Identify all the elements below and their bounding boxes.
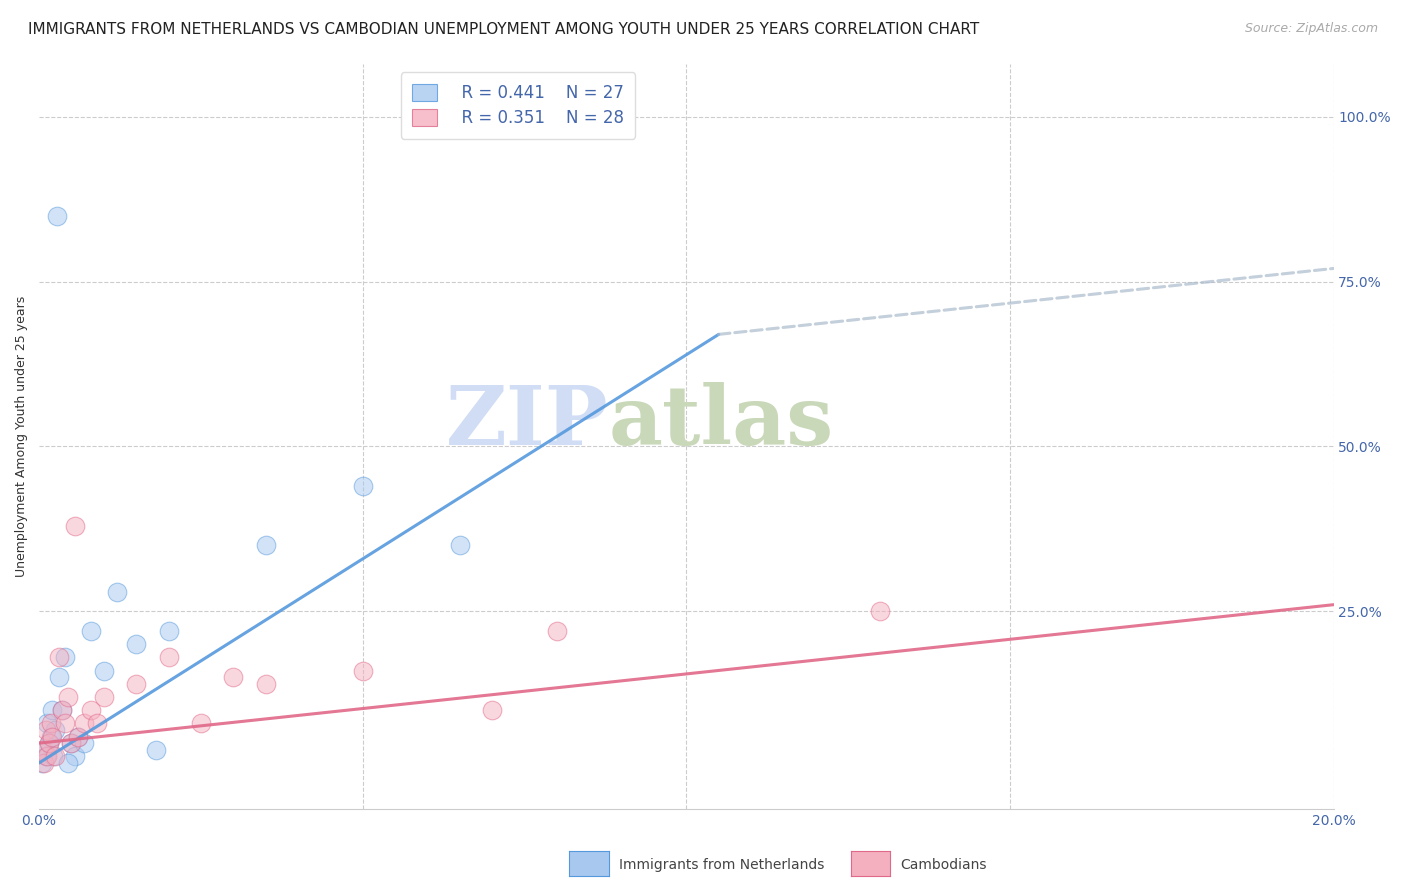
Point: [125, 637, 148, 651]
Point: [51, 703, 73, 717]
Point: [58, 690, 80, 704]
Text: Immigrants from Netherlands: Immigrants from Netherlands: [619, 858, 824, 872]
Point: [63, 749, 86, 764]
Text: atlas: atlas: [609, 382, 834, 462]
Point: [32, 756, 55, 770]
Point: [48, 650, 70, 665]
Point: [190, 716, 212, 731]
Text: IMMIGRANTS FROM NETHERLANDS VS CAMBODIAN UNEMPLOYMENT AMONG YOUTH UNDER 25 YEARS: IMMIGRANTS FROM NETHERLANDS VS CAMBODIAN…: [28, 22, 980, 37]
Point: [869, 604, 891, 618]
Point: [53, 716, 76, 731]
Text: Cambodians: Cambodians: [900, 858, 987, 872]
Text: Source: ZipAtlas.com: Source: ZipAtlas.com: [1244, 22, 1378, 36]
Point: [53, 650, 76, 665]
Legend:   R = 0.441    N = 27,   R = 0.351    N = 28: R = 0.441 N = 27, R = 0.351 N = 28: [401, 72, 636, 139]
Point: [157, 624, 180, 638]
Point: [66, 730, 89, 744]
Point: [93, 690, 115, 704]
Point: [41, 703, 63, 717]
Point: [32, 743, 55, 757]
Point: [35, 749, 58, 764]
Point: [73, 736, 96, 750]
Point: [80, 624, 103, 638]
Point: [73, 716, 96, 731]
Point: [93, 664, 115, 678]
Point: [60, 736, 83, 750]
Point: [254, 677, 277, 691]
Point: [145, 743, 167, 757]
Y-axis label: Unemployment Among Youth under 25 years: Unemployment Among Youth under 25 years: [15, 296, 28, 577]
Point: [34, 749, 56, 764]
Point: [63, 518, 86, 533]
Point: [39, 716, 62, 731]
Point: [66, 730, 89, 744]
Point: [60, 736, 83, 750]
Point: [157, 650, 180, 665]
Point: [352, 664, 374, 678]
Point: [449, 538, 471, 552]
Point: [222, 670, 245, 684]
Point: [41, 730, 63, 744]
Point: [58, 756, 80, 770]
Point: [34, 723, 56, 737]
Point: [44, 749, 66, 764]
Point: [38, 736, 60, 750]
Point: [44, 723, 66, 737]
Point: [546, 624, 568, 638]
Point: [39, 730, 62, 744]
Point: [86, 716, 108, 731]
Text: ZIP: ZIP: [446, 382, 609, 462]
Point: [80, 703, 103, 717]
Point: [35, 716, 58, 731]
Point: [51, 703, 73, 717]
Point: [254, 538, 277, 552]
Point: [352, 479, 374, 493]
Point: [42, 749, 65, 764]
Point: [481, 703, 503, 717]
Point: [125, 677, 148, 691]
Point: [31, 756, 53, 770]
Point: [46, 209, 69, 223]
Point: [38, 736, 60, 750]
Point: [105, 584, 128, 599]
Point: [31, 743, 53, 757]
Point: [48, 670, 70, 684]
